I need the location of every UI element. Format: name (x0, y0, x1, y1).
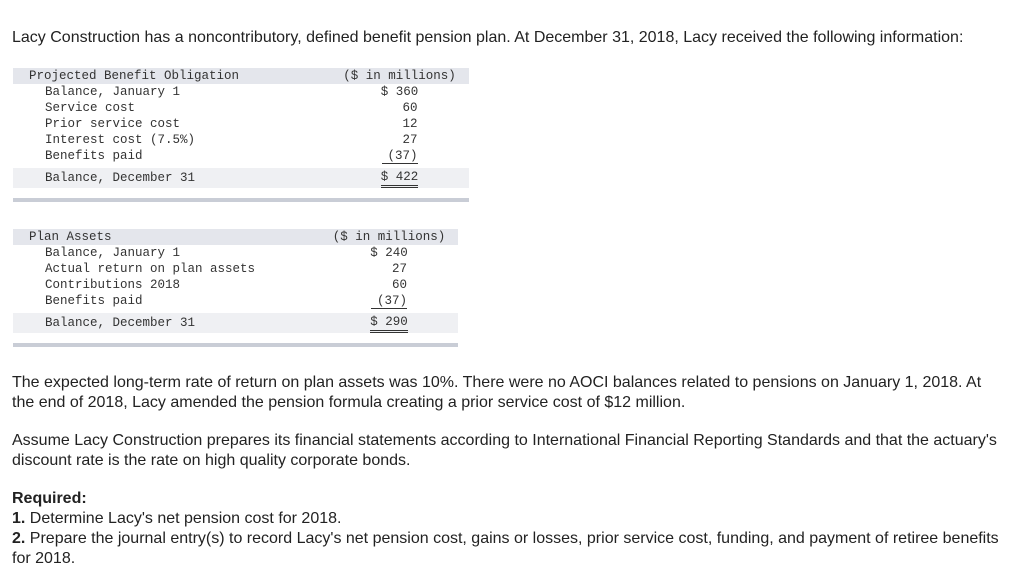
required-title: Required: (12, 490, 87, 507)
table-row: Balance, January 1 $ 360 (13, 84, 469, 100)
value-cell: $ 360 (330, 84, 469, 100)
required: Required: 1. Determine Lacy's net pensio… (12, 489, 1002, 569)
row-label: Balance, January 1 (45, 246, 181, 260)
required-item: 1. Determine Lacy's net pension cost for… (12, 509, 1002, 529)
plan-assets-table: Plan Assets ($ in millions) Balance, Janua… (13, 229, 458, 347)
value-cell: $ 240 (320, 245, 458, 261)
table-row: Balance, December 31 $ 422 (13, 168, 469, 188)
row-label: Service cost (45, 101, 136, 115)
table-row: Benefits paid (37) (13, 293, 458, 309)
row-value: $ 240 (370, 246, 408, 260)
table-row: Service cost 60 (13, 100, 469, 116)
table-row: Interest cost (7.5%) 27 (13, 132, 469, 148)
row-value: $ 422 (380, 169, 419, 188)
item-text: Prepare the journal entry(s) to record L… (12, 530, 999, 567)
row-value: 60 (402, 101, 418, 115)
intro: Lacy Construction has a noncontributory,… (12, 29, 964, 46)
table-row: Contributions 2018 60 (13, 277, 458, 293)
table-row: Benefits paid (37) (13, 148, 469, 164)
row-value: 27 (402, 133, 418, 147)
required-item: 2. Prepare the journal entry(s) to recor… (12, 529, 1002, 569)
row-value: (37) (381, 149, 418, 164)
row-label: Contributions 2018 (45, 278, 181, 292)
row-value: 60 (391, 278, 407, 292)
paragraph: Assume Lacy Construction prepares its fi… (12, 432, 997, 469)
item-number: 1. (12, 510, 26, 527)
value-cell: $ 290 (320, 314, 458, 333)
row-label: Benefits paid (45, 149, 143, 163)
table-header: Plan Assets ($ in millions) (13, 229, 458, 245)
value-cell: 27 (330, 132, 469, 148)
table-rule (13, 198, 469, 202)
value-cell: 60 (320, 277, 458, 293)
table-row: Balance, December 31 $ 290 (13, 313, 458, 333)
table-row: Balance, January 1 $ 240 (13, 245, 458, 261)
table-rule (13, 343, 458, 347)
row-label: Benefits paid (45, 294, 143, 308)
value-cell: (37) (330, 149, 469, 164)
header-unit: ($ in millions) (343, 69, 456, 83)
value-cell: 27 (320, 261, 458, 277)
row-value: (37) (371, 294, 407, 309)
paragraph: The expected long-term rate of return on… (12, 374, 982, 411)
row-label: Balance, December 31 (45, 316, 196, 330)
value-cell: (37) (320, 294, 458, 309)
row-value: $ 290 (370, 314, 408, 333)
pbo-table: Projected Benefit Obligation ($ in millio… (13, 68, 469, 202)
row-label: Balance, December 31 (45, 171, 196, 185)
header-label: Projected Benefit Obligation (29, 69, 240, 83)
header-label: Plan Assets (29, 230, 112, 244)
row-value: $ 360 (380, 85, 419, 99)
value-cell: $ 422 (330, 169, 469, 188)
header-unit: ($ in millions) (332, 230, 446, 244)
item-number: 2. (12, 530, 26, 547)
table-row: Actual return on plan assets 27 (13, 261, 458, 277)
row-value: 12 (402, 117, 418, 131)
row-value: 27 (391, 262, 407, 276)
value-cell: 60 (330, 100, 469, 116)
item-text: Determine Lacy's net pension cost for 20… (29, 510, 342, 527)
row-label: Actual return on plan assets (45, 262, 256, 276)
table-row: Prior service cost 12 (13, 116, 469, 132)
table-header: Projected Benefit Obligation ($ in millio… (13, 68, 469, 84)
row-label: Prior service cost (45, 117, 181, 131)
row-label: Balance, January 1 (45, 85, 181, 99)
row-label: Interest cost (7.5%) (45, 133, 196, 147)
value-cell: 12 (330, 116, 469, 132)
